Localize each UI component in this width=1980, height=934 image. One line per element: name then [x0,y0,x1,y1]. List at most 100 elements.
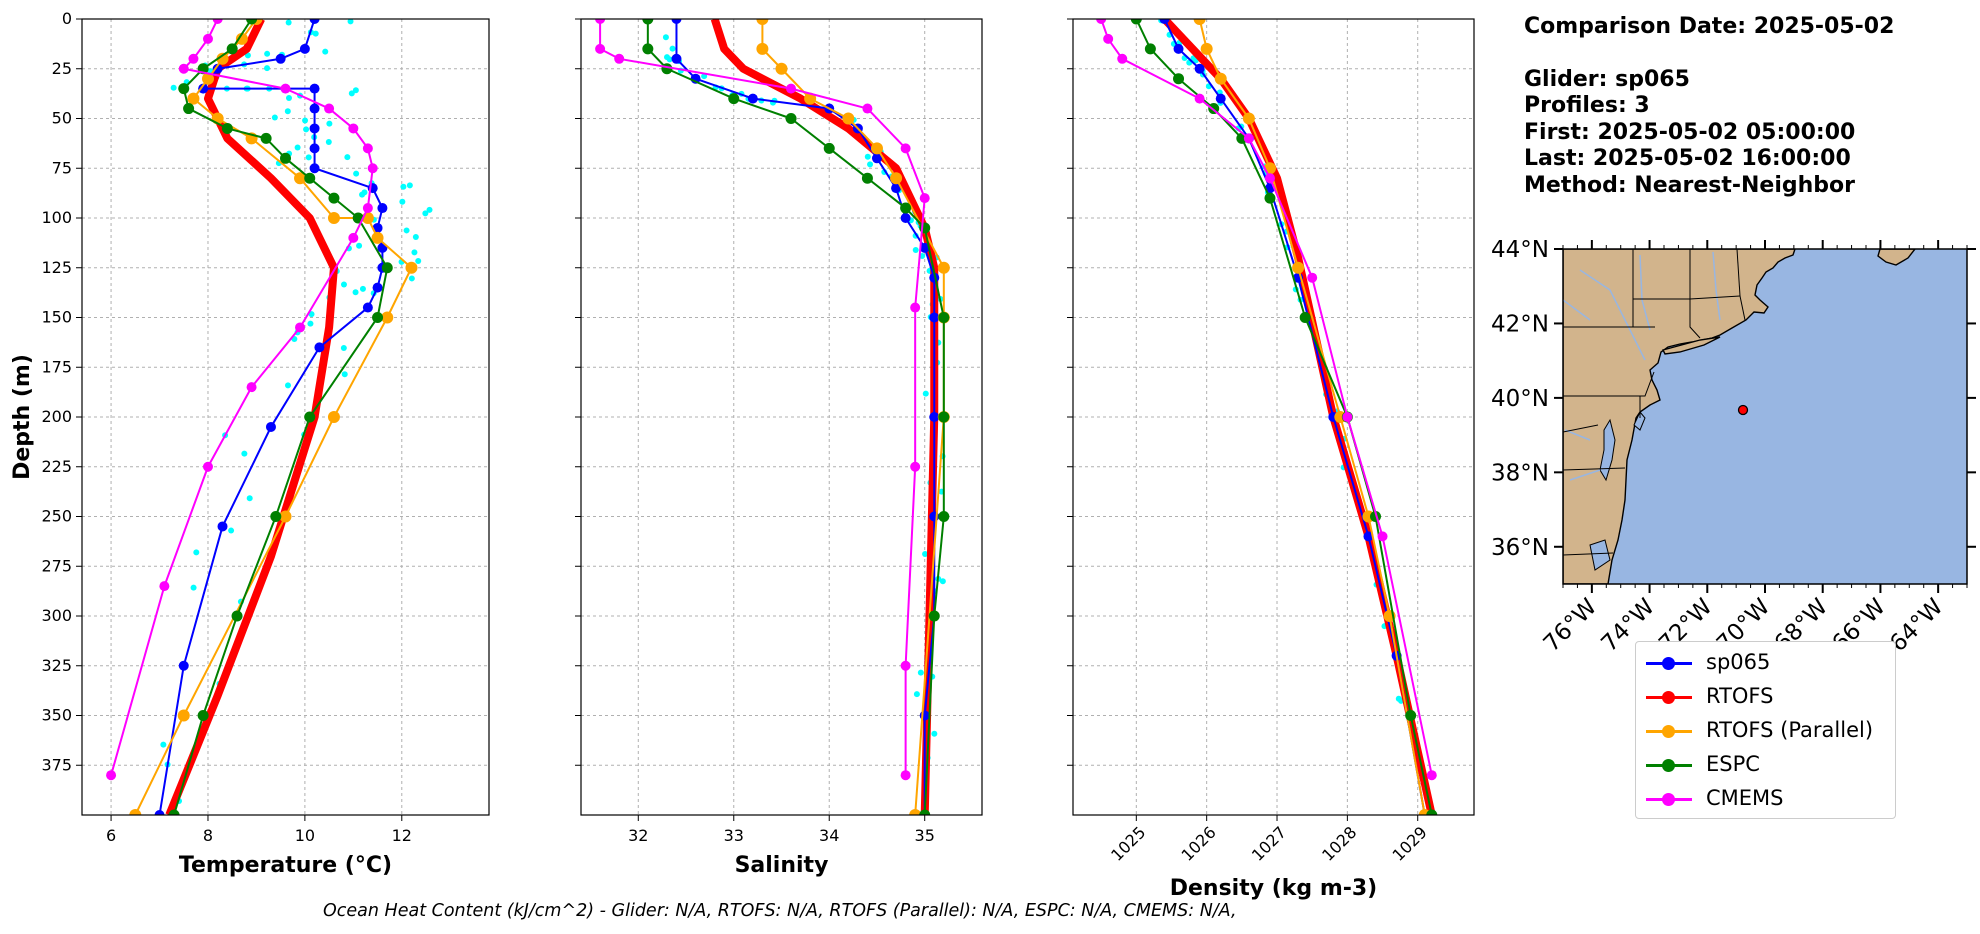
series-point [900,770,911,781]
series-point [377,203,388,214]
series-point [309,19,320,24]
series-point [938,511,950,522]
series-point [785,113,797,124]
series-point [226,43,238,55]
glider-observation-point [356,242,363,249]
series-point [314,342,325,353]
glider-observation-point [325,139,332,146]
glider-observation-point [913,691,920,698]
glider-observation-point [352,87,359,94]
x-tick-label: 8 [203,826,213,845]
glider-observation-point [344,154,351,161]
glider-observation-point [922,551,929,558]
series-point [1299,312,1311,323]
series-point [348,232,359,243]
map-state-borders [1563,249,1746,556]
series-point [405,261,418,274]
glider-observation-point [160,741,167,748]
series-line-espc [646,19,945,815]
series-point [870,142,883,155]
map-land [1563,249,1796,584]
series-point [728,93,740,105]
series-point [1264,192,1276,204]
x-tick-label: 1026 [1178,823,1220,865]
glider-observation-point [939,578,946,585]
series-point [1377,531,1388,542]
glider-observation-point [190,584,197,591]
glider-observation-point [412,234,419,241]
series-point [309,123,320,134]
observation-points [662,19,947,761]
legend-marker [1662,759,1675,772]
x-axis-label: Temperature (°C) [179,853,392,878]
series-point [295,322,306,333]
series-point [928,610,940,622]
glider-observation-point [241,450,248,457]
glider-observation-point [340,345,347,352]
series-point [1363,531,1374,542]
series-point [372,282,383,293]
series-point [1159,19,1170,24]
series-point [279,510,292,523]
series-point [231,610,243,622]
series-point [1214,72,1227,85]
glider-observation-point [347,19,354,25]
series-point [371,231,384,244]
y-tick-label: 100 [41,208,72,227]
map-lat-label: 44°N [1491,237,1549,263]
series-point [362,143,373,154]
y-axis-label: Depth (m) [10,354,35,480]
series-point [188,53,199,64]
series-point [900,143,911,154]
series-point [197,710,209,721]
series-point [362,302,373,313]
y-tick-label: 50 [52,109,72,128]
legend-marker [1662,793,1675,806]
method: Method: Nearest-Neighbor [1524,172,1855,198]
glider-observation-point [302,117,309,124]
legend-item-espc: ESPC [1636,748,1895,782]
series-point [1342,412,1353,422]
series-point [1193,19,1206,25]
series-point [246,382,257,393]
glider-observation-point [264,50,271,57]
series-point [168,809,180,815]
legend-item-rtofs-parallel: RTOFS (Parallel) [1636,714,1895,748]
map-lat-label: 36°N [1491,535,1549,561]
series-point [381,262,393,274]
series-point [642,43,654,55]
map-rivers [1563,251,1721,481]
series-point [786,83,797,94]
legend-marker [1662,725,1675,738]
y-tick-label: 0 [62,9,72,28]
series-line-cmems [110,19,374,776]
glider-observation-point [403,227,410,234]
y-tick-label: 200 [41,407,72,426]
glider-observation-point [912,246,919,253]
series-point [900,213,911,223]
legend-label: RTOFS (Parallel) [1706,718,1874,742]
y-tick-label: 250 [41,507,72,526]
glider-observation-point [303,126,310,133]
glider-observation-point [415,257,422,264]
series-point [756,19,769,25]
map-lat-label: 38°N [1491,460,1549,486]
x-axis-label: Salinity [735,853,829,878]
series-point [187,92,200,105]
series-point [198,83,209,94]
series-point [235,32,248,45]
glider-observation-point [170,84,177,91]
series-point [327,411,340,423]
y-tick-label: 125 [41,258,72,277]
glider-observation-point [322,48,329,55]
glider-observation-point [359,285,366,292]
series-point [642,19,654,25]
map-delaware-bay [1633,411,1646,431]
first-time: First: 2025-05-02 05:00:00 [1524,119,1856,145]
series-point [275,53,286,64]
comparison-date: Comparison Date: 2025-05-02 [1524,14,1895,39]
location-map: 76°W74°W72°W70°W68°W66°W64°W36°N38°N40°N… [1491,237,1976,657]
glider-observation-point [294,144,301,151]
x-tick-label: 10 [295,826,315,845]
series-point [909,809,922,815]
